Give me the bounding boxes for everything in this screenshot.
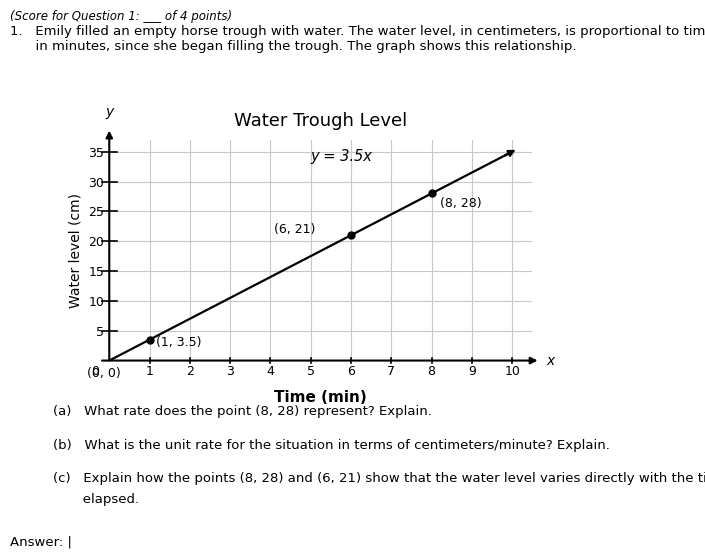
- Text: (1, 3.5): (1, 3.5): [156, 336, 201, 349]
- Text: (8, 28): (8, 28): [440, 197, 482, 210]
- Text: 1.   Emily filled an empty horse trough with water. The water level, in centimet: 1. Emily filled an empty horse trough wi…: [10, 25, 705, 38]
- Y-axis label: Water level (cm): Water level (cm): [69, 193, 83, 307]
- Title: Water Trough Level: Water Trough Level: [234, 112, 407, 130]
- Text: 0: 0: [91, 365, 99, 378]
- Text: (Score for Question 1: ___ of 4 points): (Score for Question 1: ___ of 4 points): [10, 10, 232, 23]
- Text: y = 3.5x: y = 3.5x: [311, 149, 372, 164]
- Text: Answer: |: Answer: |: [10, 536, 72, 548]
- X-axis label: Time (min): Time (min): [274, 390, 367, 405]
- Text: y: y: [105, 105, 114, 119]
- Text: (b)   What is the unit rate for the situation in terms of centimeters/minute? Ex: (b) What is the unit rate for the situat…: [53, 439, 610, 452]
- Text: (a)   What rate does the point (8, 28) represent? Explain.: (a) What rate does the point (8, 28) rep…: [53, 405, 431, 418]
- Text: elapsed.: elapsed.: [53, 493, 139, 506]
- Text: in minutes, since she began filling the trough. The graph shows this relationshi: in minutes, since she began filling the …: [10, 40, 577, 53]
- Text: x: x: [546, 353, 555, 368]
- Text: (6, 21): (6, 21): [274, 224, 316, 236]
- Text: (c)   Explain how the points (8, 28) and (6, 21) show that the water level varie: (c) Explain how the points (8, 28) and (…: [53, 472, 705, 485]
- Text: (0, 0): (0, 0): [87, 367, 121, 380]
